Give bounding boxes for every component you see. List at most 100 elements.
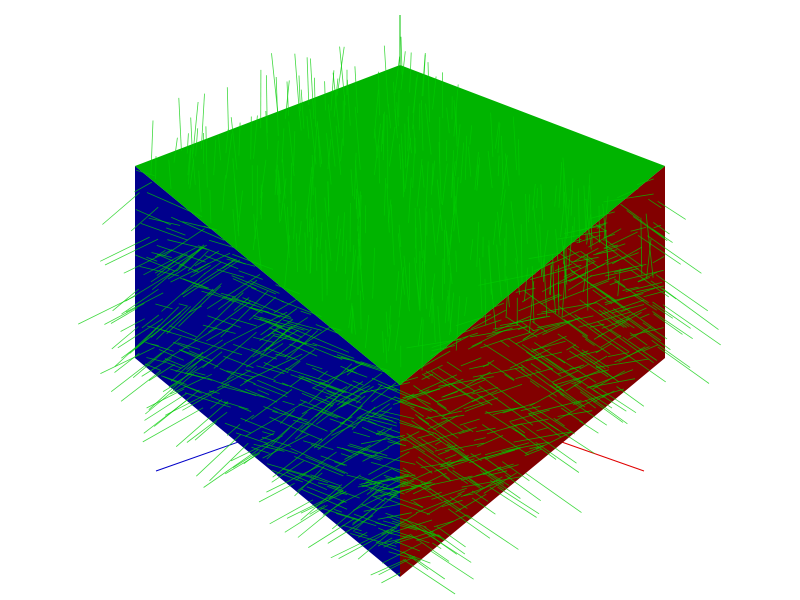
normal-vector-left xyxy=(388,551,421,562)
normal-vector-top xyxy=(431,163,434,195)
normal-vector-right xyxy=(540,294,562,305)
normal-vector-left xyxy=(338,386,374,409)
normal-vector-left xyxy=(336,354,371,367)
normal-vector-left xyxy=(266,424,304,460)
normal-vector-right xyxy=(444,442,484,451)
normal-vector-left xyxy=(294,466,325,497)
normal-vector-right xyxy=(589,264,647,277)
normal-vector-top xyxy=(348,303,353,329)
normal-vector-right xyxy=(632,216,668,242)
normal-vector-right xyxy=(579,299,618,328)
normal-vector-left xyxy=(203,261,222,275)
normal-vector-top xyxy=(374,123,381,175)
normal-vector-left xyxy=(161,272,206,312)
normal-vector-top xyxy=(566,199,570,239)
normal-vector-left xyxy=(356,396,396,419)
normal-vector-right xyxy=(434,458,475,472)
normal-vector-left xyxy=(232,253,274,270)
normal-vector-right xyxy=(569,261,610,283)
normal-vector-right xyxy=(589,378,636,388)
normal-vector-top xyxy=(464,135,468,181)
normal-vector-left xyxy=(217,279,258,310)
normal-vector-left xyxy=(325,385,370,408)
normal-vector-left xyxy=(305,456,346,474)
normal-vector-top xyxy=(464,297,468,317)
normal-vector-right xyxy=(480,447,521,459)
normal-vector-left xyxy=(379,410,415,419)
cube-left-face xyxy=(135,166,400,577)
normal-vector-right xyxy=(441,499,463,508)
normal-vector-top xyxy=(585,198,592,250)
normal-vector-left xyxy=(163,327,218,362)
normal-vector-left xyxy=(182,278,210,289)
normal-vector-right xyxy=(588,228,622,248)
normal-vector-right xyxy=(493,302,504,308)
normal-vector-left xyxy=(331,484,385,530)
normal-vector-left xyxy=(250,280,280,294)
normal-vector-top xyxy=(200,93,205,150)
normal-vector-right xyxy=(437,534,466,555)
normal-vector-right xyxy=(604,244,619,250)
normal-vector-right xyxy=(449,382,484,406)
normal-vector-top xyxy=(260,191,263,215)
normal-vector-left xyxy=(167,266,188,280)
normal-vector-right xyxy=(626,210,665,239)
normal-vector-right xyxy=(652,301,691,329)
normal-vector-left xyxy=(146,388,185,409)
normal-vector-right xyxy=(567,275,593,291)
normal-vector-top xyxy=(468,146,472,177)
normal-vector-top xyxy=(395,271,400,301)
normal-vector-top xyxy=(402,158,404,198)
normal-vector-left xyxy=(287,360,301,372)
normal-vector-right xyxy=(378,555,416,576)
normal-vector-top xyxy=(505,222,507,266)
normal-vector-left xyxy=(238,406,252,412)
normal-vector-right xyxy=(406,338,462,349)
normal-vector-right xyxy=(395,470,433,488)
normal-vector-right xyxy=(418,456,444,475)
normal-vector-right xyxy=(409,554,446,580)
normal-vector-left xyxy=(319,381,362,398)
normal-vector-top xyxy=(413,124,417,154)
normal-vector-top xyxy=(287,206,290,258)
normal-vector-right xyxy=(593,333,604,340)
normal-vector-top xyxy=(589,185,593,245)
normal-vector-right xyxy=(425,410,463,420)
normal-vector-right xyxy=(622,269,664,281)
normal-vector-right xyxy=(460,357,482,367)
normal-vector-left xyxy=(153,389,200,427)
normal-vector-right xyxy=(461,472,488,481)
normal-vector-top xyxy=(346,79,351,126)
normal-vector-left xyxy=(331,415,372,436)
normal-vector-left xyxy=(329,326,342,331)
normal-vector-left xyxy=(377,537,393,547)
normal-vector-right xyxy=(371,478,401,497)
normal-vector-right xyxy=(616,386,645,407)
normal-vector-right xyxy=(662,304,721,346)
normal-vector-right xyxy=(622,286,639,291)
normal-vector-left xyxy=(114,324,160,367)
normal-vector-right xyxy=(416,398,465,432)
normal-vector-left xyxy=(114,352,140,373)
normal-vector-top xyxy=(308,176,313,233)
normal-vector-right xyxy=(535,441,580,473)
normal-vector-right xyxy=(383,533,412,548)
normal-vector-left xyxy=(309,504,326,515)
normal-vector-left xyxy=(208,239,234,248)
normal-vector-right xyxy=(484,406,525,414)
normal-vector-left xyxy=(312,367,367,392)
normal-vector-left xyxy=(251,446,270,454)
normal-vector-top xyxy=(386,114,389,152)
normal-vector-right xyxy=(480,469,521,499)
normal-vector-right xyxy=(595,343,612,354)
normal-vector-right xyxy=(470,326,528,338)
normal-vector-right xyxy=(586,369,634,389)
normal-vector-left xyxy=(168,359,213,388)
normal-vector-top xyxy=(335,125,342,175)
normal-vector-right xyxy=(571,380,581,385)
normal-vector-left xyxy=(284,504,328,533)
normal-vector-right xyxy=(411,420,468,460)
normal-vector-right xyxy=(415,414,430,425)
normal-vector-top xyxy=(213,139,217,176)
